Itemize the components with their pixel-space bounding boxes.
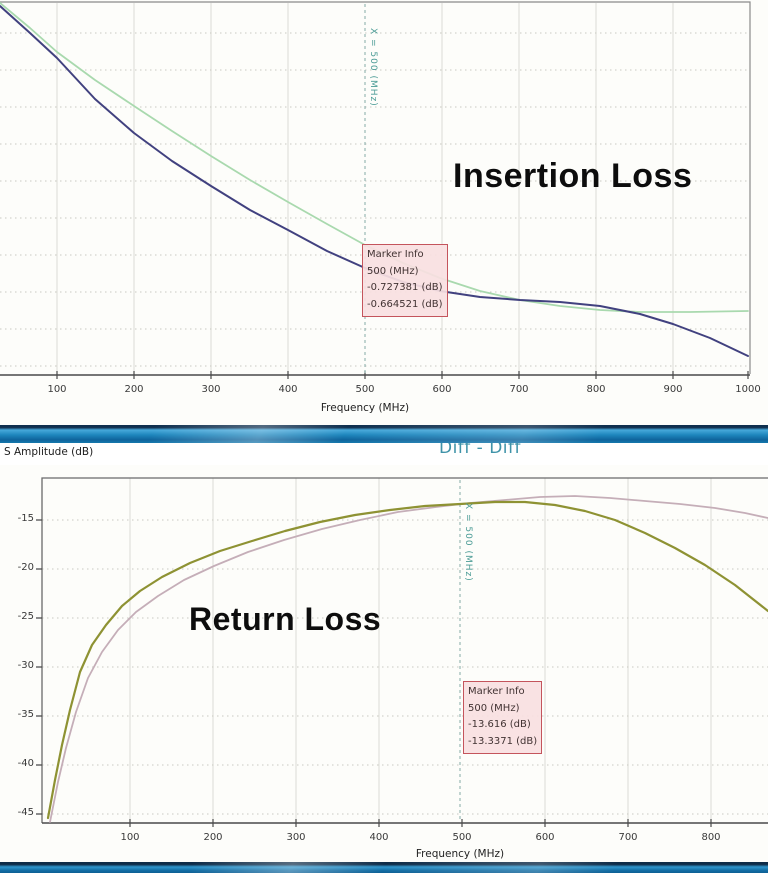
x-tick-label: 700	[618, 832, 638, 843]
x-tick-label: 1000	[735, 384, 761, 395]
window-bottom-bar[interactable]	[0, 862, 768, 873]
x-tick-label: 500	[452, 832, 472, 843]
marker-info-box[interactable]: Marker Info 500 (MHz) -13.616 (dB) -13.3…	[463, 681, 543, 754]
y-tick-label: -30	[17, 660, 34, 671]
insertion-loss-annotation: Insertion Loss	[453, 157, 693, 195]
return-loss-annotation: Return Loss	[189, 601, 382, 637]
x-axis-title: Frequency (MHz)	[415, 848, 505, 860]
x-tick-label: 400	[369, 832, 389, 843]
x-axis-ticks	[56, 371, 749, 379]
x-tick-label: 800	[586, 384, 606, 395]
marker-freq-value: 500 (MHz)	[367, 265, 419, 277]
marker-freq-value: 500 (MHz)	[468, 702, 520, 714]
horizontal-gridlines	[42, 519, 768, 815]
x-tick-label: 100	[47, 384, 67, 395]
x-tick-label: 500	[355, 384, 375, 395]
return-loss-trace-olive	[46, 500, 768, 820]
x-tick-label: 600	[432, 384, 452, 395]
y-tick-label: -40	[17, 758, 34, 769]
x-tick-label: 100	[120, 832, 140, 843]
x-tick-label: 900	[663, 384, 683, 395]
x-tick-label: 700	[509, 384, 529, 395]
return-loss-canvas	[36, 477, 768, 827]
y-tick-label: -15	[17, 513, 34, 524]
x-tick-label: 200	[124, 384, 144, 395]
window-title-bar[interactable]	[0, 425, 768, 443]
return-loss-plot: X = 500 (MHz) Return Loss Marker Info 50…	[0, 465, 768, 862]
y-tick-label: -35	[17, 709, 34, 720]
marker-value-1: -0.727381 (dB)	[367, 282, 443, 293]
x-tick-label: 300	[286, 832, 306, 843]
marker-info-box[interactable]: Marker Info 500 (MHz) -0.727381 (dB) -0.…	[362, 244, 448, 317]
marker-line-label: X = 500 (MHz)	[368, 28, 378, 107]
x-tick-label: 400	[278, 384, 298, 395]
marker-value-2: -0.664521 (dB)	[367, 298, 443, 310]
marker-info-title: Marker Info	[468, 686, 525, 697]
insertion-loss-plot: X = 500 (MHz) Insertion Loss Marker Info…	[0, 0, 768, 425]
y-tick-label: -20	[17, 562, 34, 573]
x-tick-label: 200	[203, 832, 223, 843]
x-tick-label: 800	[701, 832, 721, 843]
marker-value-2: -13.3371 (dB)	[468, 735, 538, 747]
insertion-loss-trace-light-green	[0, 2, 749, 313]
y-tick-label: -25	[17, 611, 34, 622]
plot-frame	[41, 477, 768, 823]
vertical-gridlines	[129, 478, 712, 822]
plot-frame	[0, 1, 751, 374]
y-axis-ticks	[36, 519, 42, 815]
x-axis-ticks	[129, 819, 712, 827]
y-axis-caption: S Amplitude (dB)	[4, 446, 94, 458]
marker-line-label: X = 500 (MHz)	[463, 503, 473, 582]
x-tick-label: 300	[201, 384, 221, 395]
vertical-gridlines	[56, 3, 674, 374]
x-tick-label: 600	[535, 832, 555, 843]
x-axis-title: Frequency (MHz)	[320, 402, 410, 414]
insertion-loss-canvas	[0, 1, 751, 379]
bottom-plot-header: S Amplitude (dB) Diff - Diff	[0, 443, 768, 465]
y-tick-label: -45	[17, 807, 34, 818]
marker-info-title: Marker Info	[367, 249, 424, 260]
marker-value-1: -13.616 (dB)	[468, 719, 531, 730]
plot-title-diff-diff: Diff - Diff	[438, 443, 521, 458]
return-loss-trace-pink	[49, 495, 768, 823]
